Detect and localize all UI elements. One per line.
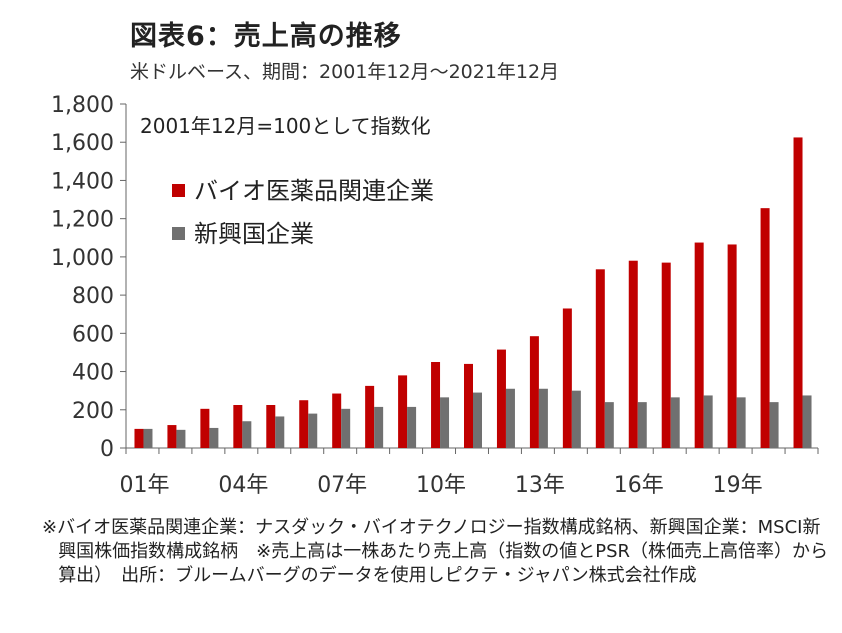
legend-swatch (172, 184, 185, 197)
chart-title: 図表6：売上高の推移 (130, 21, 402, 52)
bar-biotech (793, 137, 803, 448)
x-tick-label: 16年 (614, 473, 664, 498)
y-tick-label: 800 (72, 284, 114, 309)
y-tick-label: 1,800 (51, 93, 114, 118)
y-tick-label: 200 (72, 399, 114, 424)
y-tick-label: 1,200 (51, 208, 114, 233)
bar-emerging (176, 429, 186, 448)
chart-subtitle: 米ドルベース、期間：2001年12月～2021年12月 (130, 61, 560, 83)
bar-biotech (529, 336, 539, 448)
bar-emerging (802, 395, 812, 448)
x-tick-label: 13年 (515, 473, 565, 498)
bar-biotech (464, 363, 473, 448)
legend-swatch (172, 227, 185, 240)
bar-biotech (266, 405, 276, 448)
bar-emerging (440, 397, 450, 448)
bar-biotech (694, 242, 704, 448)
bar-biotech (299, 400, 309, 448)
legend-label: バイオ医薬品関連企業 (194, 177, 434, 205)
bar-emerging (571, 390, 581, 448)
bar-biotech (661, 262, 671, 448)
bar-biotech (562, 308, 572, 448)
bar-biotech (431, 362, 441, 448)
bar-emerging (341, 408, 351, 448)
x-tick-label: 10年 (416, 473, 466, 498)
bar-emerging (703, 395, 713, 448)
bar-emerging (769, 402, 779, 448)
bar-emerging (637, 402, 647, 448)
source-note: ※バイオ医薬品関連企業：ナスダック・バイオテクノロジー指数構成銘柄、新興国企業：… (42, 517, 829, 586)
bar-biotech (200, 408, 210, 448)
bar-biotech (595, 269, 605, 448)
x-tick-label: 19年 (713, 473, 763, 498)
y-tick-label: 600 (72, 322, 114, 347)
y-tick-label: 1,400 (51, 169, 114, 194)
bar-emerging (143, 428, 153, 448)
bar-emerging (242, 421, 252, 448)
bar-emerging (275, 416, 285, 448)
bar-emerging (736, 397, 746, 448)
x-tick-label: 07年 (317, 473, 367, 498)
bar-biotech (628, 260, 638, 448)
bar-biotech (332, 393, 342, 448)
bar-biotech (365, 385, 375, 448)
bar-biotech (398, 375, 408, 448)
y-tick-label: 0 (100, 437, 114, 462)
bar-emerging (308, 413, 318, 448)
y-tick-label: 1,600 (51, 131, 114, 156)
y-tick-label: 400 (72, 361, 114, 386)
bar-biotech (496, 349, 506, 448)
bar-biotech (167, 425, 177, 448)
bar-biotech (760, 208, 770, 448)
legend-label: 新興国企業 (194, 220, 314, 248)
bar-emerging (538, 388, 548, 448)
bar-emerging (505, 388, 515, 448)
bar-emerging (209, 427, 219, 448)
bar-biotech (727, 244, 737, 448)
y-tick-label: 1,000 (51, 246, 114, 271)
bar-biotech (134, 428, 144, 448)
bar-emerging (670, 397, 680, 448)
bar-emerging (374, 406, 384, 448)
bar-emerging (473, 392, 482, 448)
x-tick-label: 04年 (218, 473, 268, 498)
chart-annotation: 2001年12月=100として指数化 (140, 114, 431, 138)
bar-emerging (407, 406, 417, 448)
x-tick-label: 01年 (119, 473, 169, 498)
bar-emerging (604, 402, 614, 448)
bar-biotech (233, 405, 243, 448)
